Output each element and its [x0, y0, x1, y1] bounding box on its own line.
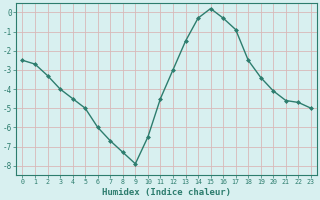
- X-axis label: Humidex (Indice chaleur): Humidex (Indice chaleur): [102, 188, 231, 197]
